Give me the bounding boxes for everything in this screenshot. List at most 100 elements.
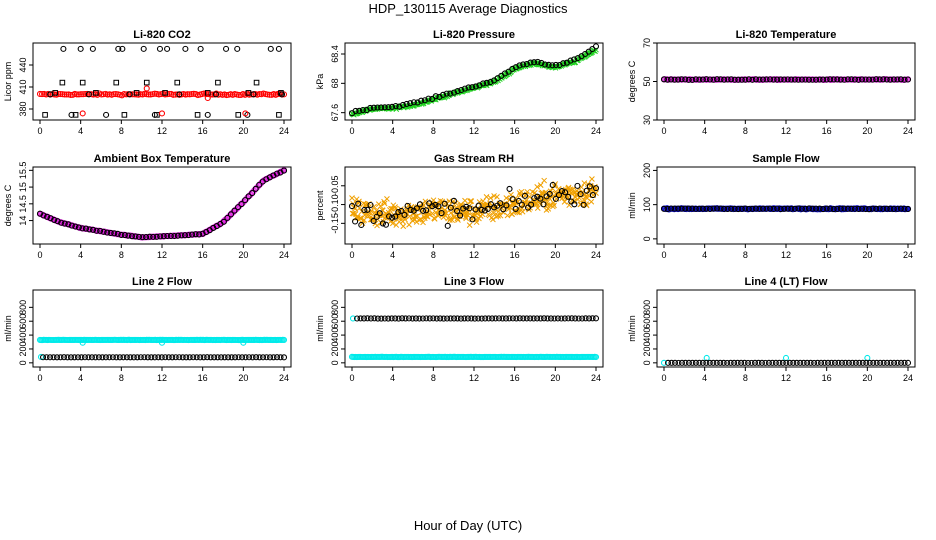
panel-title: Line 3 Flow [444, 276, 504, 288]
data-point [758, 359, 766, 366]
y-axis-label: Licor ppm [3, 62, 13, 102]
data-point [134, 354, 141, 361]
y-tick-label: 70 [642, 38, 652, 48]
data-point [457, 315, 465, 322]
data-point [756, 205, 763, 212]
data-point [58, 219, 65, 226]
data-point [392, 213, 399, 220]
data-point [401, 211, 408, 218]
data-point [256, 90, 263, 98]
data-point [873, 205, 880, 212]
figure-title: HDP_130115 Average Diagnostics [368, 1, 568, 16]
data-point [36, 90, 44, 98]
data-point [103, 111, 110, 118]
data-point [172, 91, 179, 98]
panel-title: Gas Stream RH [434, 153, 514, 165]
data-point [777, 206, 784, 213]
data-point [835, 359, 842, 366]
data-point [357, 315, 364, 322]
data-point [537, 315, 544, 322]
data-point [188, 90, 195, 98]
y-tick-label: 600 [330, 314, 340, 329]
data-point [859, 359, 866, 366]
data-point [869, 76, 876, 83]
data-point [520, 61, 527, 68]
data-point [593, 190, 599, 196]
data-point [571, 201, 578, 208]
data-point [807, 359, 814, 366]
data-point [703, 76, 710, 83]
data-point [515, 197, 522, 205]
data-point [731, 205, 738, 212]
data-point [85, 91, 92, 98]
data-point [416, 201, 423, 208]
data-point [777, 76, 784, 83]
data-point [207, 354, 214, 361]
x-tick-label: 4 [702, 250, 707, 260]
data-point [568, 315, 575, 322]
data-point [509, 211, 515, 218]
data-point [517, 192, 524, 199]
data-point [388, 315, 395, 322]
data-point [827, 205, 834, 212]
data-point [355, 200, 362, 207]
data-point [876, 76, 883, 83]
data-point [783, 359, 790, 366]
series-0 [36, 336, 288, 344]
data-point [280, 91, 288, 98]
data-point [763, 76, 770, 83]
data-point [506, 185, 513, 192]
data-point [873, 76, 880, 83]
data-point [809, 76, 816, 83]
data-point [102, 354, 109, 361]
data-point [549, 181, 556, 189]
data-point [239, 354, 246, 361]
data-point [47, 91, 54, 98]
data-point [253, 354, 260, 361]
data-point [800, 359, 807, 366]
data-point [897, 205, 904, 212]
data-point [475, 315, 482, 322]
series-2 [47, 45, 286, 118]
x-tick-label: 20 [550, 373, 560, 383]
data-point [39, 354, 47, 361]
data-point [165, 354, 172, 361]
data-point [169, 354, 176, 361]
data-point [592, 315, 600, 322]
data-point [399, 101, 407, 109]
data-point [166, 90, 173, 97]
data-point [703, 354, 710, 362]
y-tick-label: 800 [18, 300, 28, 315]
data-point [443, 90, 450, 97]
data-point [813, 76, 820, 83]
x-tick-label: 0 [37, 250, 42, 260]
data-point [121, 112, 128, 118]
data-point [904, 76, 912, 83]
data-point [844, 76, 851, 83]
data-point [273, 170, 280, 177]
data-point [469, 84, 476, 91]
data-point [901, 76, 908, 83]
x-axis-label: Hour of Day (UTC) [413, 518, 523, 533]
data-point [519, 208, 526, 215]
data-point [873, 359, 880, 366]
data-point [238, 201, 245, 208]
data-point [252, 185, 259, 192]
data-point [495, 213, 502, 219]
data-point [249, 354, 256, 361]
data-point [734, 359, 741, 366]
data-point [242, 110, 249, 117]
data-point [791, 76, 798, 83]
data-point [863, 359, 870, 366]
data-point [413, 205, 420, 212]
data-point [267, 45, 274, 52]
data-point [107, 229, 114, 236]
data-point [416, 315, 423, 322]
data-point [818, 359, 825, 366]
data-point [664, 76, 671, 83]
data-point [727, 359, 734, 366]
data-point [79, 339, 86, 346]
data-point [748, 359, 755, 366]
data-point [349, 195, 355, 201]
data-point [224, 214, 231, 221]
